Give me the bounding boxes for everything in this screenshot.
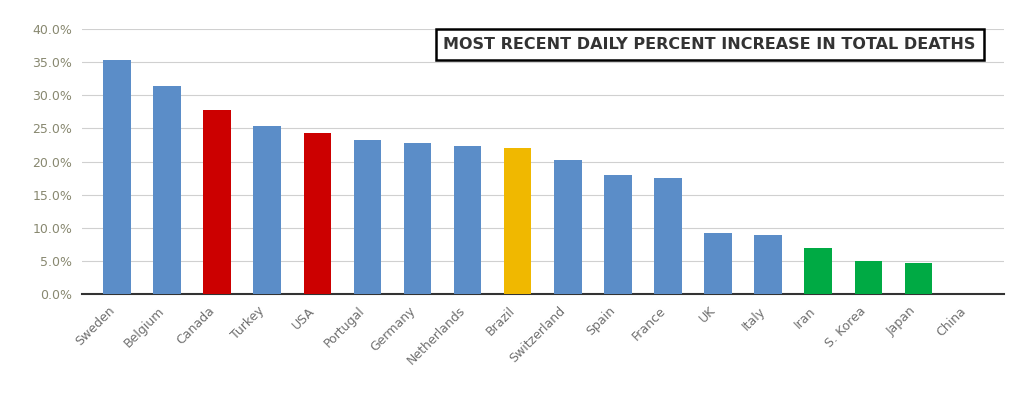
Bar xyxy=(454,146,481,294)
Text: MOST RECENT DAILY PERCENT INCREASE IN TOTAL DEATHS: MOST RECENT DAILY PERCENT INCREASE IN TO… xyxy=(443,37,976,52)
Bar xyxy=(654,178,682,294)
Bar xyxy=(154,86,181,294)
Bar xyxy=(904,263,932,294)
Bar xyxy=(705,233,732,294)
Bar xyxy=(403,143,431,294)
Bar xyxy=(805,248,831,294)
Bar xyxy=(303,133,331,294)
Bar xyxy=(604,175,632,294)
Bar xyxy=(204,110,231,294)
Bar xyxy=(254,126,281,294)
Bar xyxy=(854,261,882,294)
Bar xyxy=(504,148,531,294)
Bar xyxy=(554,160,582,294)
Bar xyxy=(103,60,131,294)
Bar xyxy=(755,235,782,294)
Bar xyxy=(353,140,381,294)
